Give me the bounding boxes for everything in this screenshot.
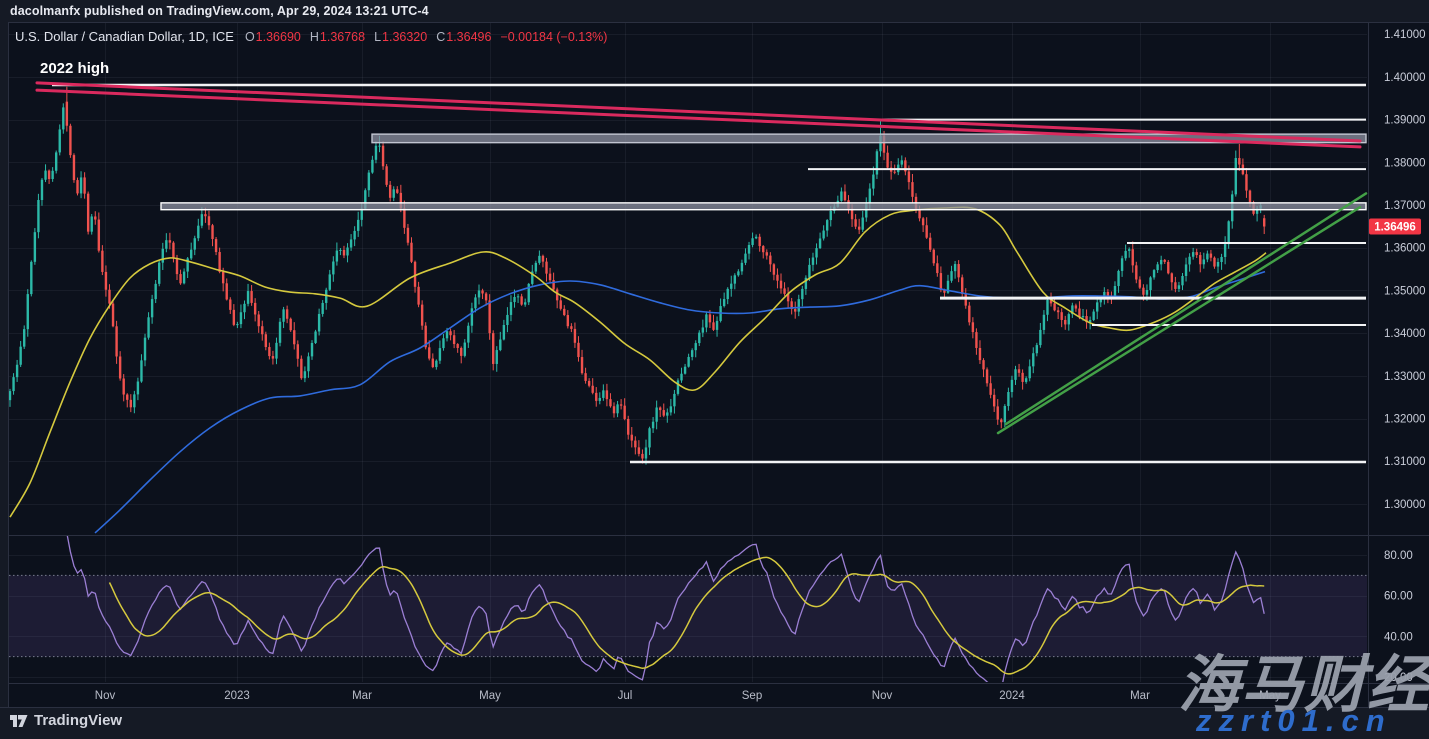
tradingview-logo[interactable]: TradingView: [9, 712, 122, 729]
price-scale[interactable]: 1.41000 1.40000 1.39000 1.38000 1.37000 1.360…: [1384, 29, 1426, 684]
ma-slow-blue-line[interactable]: [94, 270, 1266, 534]
trendlines[interactable]: [35, 81, 1368, 435]
legend-close: C 1.36496: [436, 29, 492, 44]
green-trendline[interactable]: [1004, 192, 1368, 426]
time-axis-label: Sep: [742, 690, 762, 702]
rsi-ma-line[interactable]: [108, 556, 1265, 675]
price-axis-label: 1.32000: [1384, 414, 1426, 426]
legend-high: H 1.36768: [309, 29, 366, 44]
candlestick-series[interactable]: [9, 86, 1266, 465]
rsi-line[interactable]: [63, 531, 1265, 690]
last-price-badge: 1.36496: [1369, 218, 1421, 235]
green-trendline[interactable]: [996, 205, 1362, 435]
pane-borders: [0, 22, 1429, 708]
time-axis-label: Nov: [872, 690, 893, 702]
pink-trendline[interactable]: [35, 81, 1362, 143]
time-axis-label: Nov: [95, 690, 116, 702]
rsi-axis-label: 60.00: [1384, 591, 1413, 603]
price-axis-label: 1.35000: [1384, 285, 1426, 297]
pink-trendline[interactable]: [35, 88, 1362, 149]
time-axis-label: Mar: [1130, 690, 1150, 702]
watermark-url: zzrt01.cn: [1196, 703, 1392, 738]
watermark-chinese: 海马财经: [1178, 651, 1429, 720]
horizontal-levels[interactable]: [52, 83, 1366, 464]
ma-fast-yellow-line[interactable]: [9, 206, 1267, 518]
symbol-legend: U.S. Dollar / Canadian Dollar, 1D, ICE O…: [15, 29, 607, 44]
price-axis-label: 1.36000: [1384, 243, 1426, 255]
price-axis-label: 1.41000: [1384, 29, 1426, 41]
price-axis-label: 1.39000: [1384, 115, 1426, 127]
price-axis-label: 1.40000: [1384, 72, 1426, 84]
time-axis-label: Mar: [352, 690, 372, 702]
time-axis-label: May: [1259, 690, 1281, 702]
price-axis-label: 1.38000: [1384, 157, 1426, 169]
rsi-axis-label: 40.00: [1384, 631, 1413, 643]
price-axis-label: 1.37000: [1384, 200, 1426, 212]
zone-band[interactable]: [160, 202, 1367, 211]
rsi-axis-label: 80.00: [1384, 550, 1413, 562]
time-axis-label: May: [479, 690, 501, 702]
price-axis-label: 1.34000: [1384, 328, 1426, 340]
tradingview-brand-text: TradingView: [34, 712, 123, 729]
legend-open: O 1.36690: [244, 29, 301, 44]
time-axis-label: Jul: [618, 690, 633, 702]
symbol-title[interactable]: U.S. Dollar / Canadian Dollar, 1D, ICE: [15, 29, 234, 44]
zone-band[interactable]: [371, 133, 1367, 144]
attribution-text: dacolmanfx published on TradingView.com,…: [10, 4, 429, 18]
price-axis-label: 1.30000: [1384, 499, 1426, 511]
rsi-pane: [9, 531, 1367, 690]
legend-low: L 1.36320: [374, 29, 428, 44]
price-axis-label: 1.33000: [1384, 371, 1426, 383]
svg-text:1.36496: 1.36496: [1374, 222, 1416, 234]
gray-zones[interactable]: [160, 133, 1367, 211]
annotation-2022-high[interactable]: 2022 high: [40, 60, 110, 77]
rsi-axis-label: 20.00: [1384, 672, 1413, 684]
rsi-band: [9, 575, 1367, 657]
time-axis-label: 2024: [999, 690, 1025, 702]
legend-change: −0.00184 (−0.13%): [500, 29, 608, 44]
grid-lines: [9, 23, 1367, 682]
tradingview-icon: [10, 714, 28, 727]
price-axis-label: 1.31000: [1384, 456, 1426, 468]
time-axis-label: 2023: [224, 690, 250, 702]
time-scale[interactable]: Nov 2023 Mar May Jul Sep Nov 2024 Mar May: [95, 690, 1281, 702]
